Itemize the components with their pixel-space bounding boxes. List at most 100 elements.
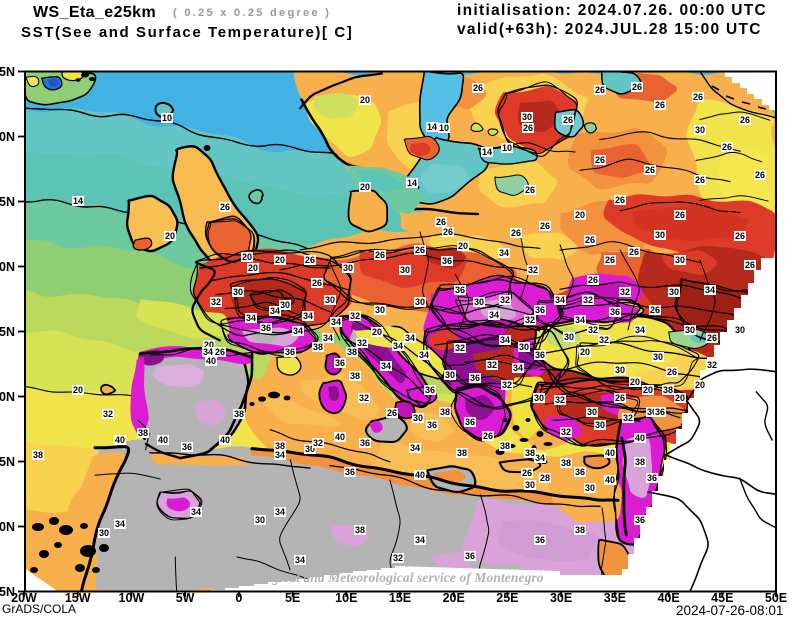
svg-text:50N: 50N	[0, 260, 15, 274]
svg-text:38: 38	[500, 441, 510, 451]
svg-text:36: 36	[261, 323, 271, 333]
svg-text:30: 30	[675, 255, 685, 265]
svg-text:32: 32	[487, 360, 497, 370]
svg-text:28: 28	[540, 473, 550, 483]
svg-text:30: 30	[615, 365, 625, 375]
svg-text:30: 30	[669, 287, 679, 297]
svg-text:40: 40	[605, 448, 615, 458]
svg-text:30N: 30N	[0, 520, 15, 534]
svg-text:26: 26	[473, 83, 483, 93]
svg-text:32: 32	[393, 553, 403, 563]
svg-text:20: 20	[73, 385, 83, 395]
svg-text:10W: 10W	[119, 591, 145, 605]
svg-text:34: 34	[275, 507, 285, 517]
svg-text:20: 20	[630, 377, 640, 387]
svg-text:30: 30	[655, 230, 665, 240]
svg-text:30: 30	[647, 407, 657, 417]
svg-text:30: 30	[400, 265, 410, 275]
svg-text:34: 34	[293, 326, 303, 336]
svg-text:40: 40	[206, 356, 216, 366]
svg-text:5E: 5E	[285, 591, 300, 605]
svg-text:5W: 5W	[176, 591, 195, 605]
svg-text:40: 40	[605, 475, 615, 485]
svg-text:32: 32	[623, 413, 633, 423]
svg-text:38: 38	[275, 441, 285, 451]
svg-text:36: 36	[427, 420, 437, 430]
svg-text:30: 30	[233, 287, 243, 297]
svg-text:32: 32	[350, 311, 360, 321]
svg-text:10: 10	[162, 113, 172, 123]
svg-text:30: 30	[325, 295, 335, 305]
svg-text:30: 30	[585, 483, 595, 493]
svg-text:26: 26	[675, 210, 685, 220]
svg-text:38: 38	[33, 450, 43, 460]
svg-text:20: 20	[643, 385, 653, 395]
svg-text:34: 34	[489, 310, 499, 320]
svg-text:20: 20	[580, 347, 590, 357]
svg-text:34: 34	[331, 317, 341, 327]
svg-text:32: 32	[455, 343, 465, 353]
svg-text:26: 26	[755, 170, 765, 180]
svg-text:30: 30	[375, 305, 385, 315]
svg-text:26: 26	[483, 431, 493, 441]
svg-text:36: 36	[470, 373, 480, 383]
svg-text:26: 26	[215, 347, 225, 357]
svg-text:30: 30	[519, 342, 529, 352]
svg-text:26: 26	[645, 165, 655, 175]
svg-text:36: 36	[575, 467, 585, 477]
svg-text:26: 26	[605, 255, 615, 265]
svg-text:40: 40	[415, 470, 425, 480]
svg-text:34: 34	[705, 285, 715, 295]
svg-text:34: 34	[295, 555, 305, 565]
svg-text:30E: 30E	[550, 591, 572, 605]
svg-text:36: 36	[535, 535, 545, 545]
svg-text:26: 26	[443, 227, 453, 237]
svg-text:34: 34	[191, 507, 201, 517]
svg-text:38: 38	[440, 407, 450, 417]
svg-text:45N: 45N	[0, 325, 15, 339]
svg-text:26: 26	[629, 247, 639, 257]
svg-text:32: 32	[599, 335, 609, 345]
svg-text:Hydrological and Meteorologica: Hydrological and Meteorological service …	[225, 570, 544, 585]
svg-text:36: 36	[182, 442, 192, 452]
svg-text:20: 20	[695, 380, 705, 390]
svg-text:26: 26	[511, 228, 521, 238]
svg-text:20: 20	[575, 210, 585, 220]
svg-text:55N: 55N	[0, 195, 15, 209]
svg-text:20: 20	[165, 231, 175, 241]
svg-text:26: 26	[305, 255, 315, 265]
svg-text:26: 26	[522, 468, 532, 478]
svg-text:10: 10	[439, 123, 449, 133]
svg-text:26: 26	[523, 123, 533, 133]
svg-text:32: 32	[555, 395, 565, 405]
svg-text:26: 26	[693, 92, 703, 102]
svg-text:26: 26	[595, 85, 605, 95]
svg-text:30: 30	[255, 515, 265, 525]
svg-text:36: 36	[455, 285, 465, 295]
svg-text:26: 26	[695, 175, 705, 185]
svg-text:30: 30	[653, 352, 663, 362]
svg-text:26: 26	[615, 393, 625, 403]
svg-text:30: 30	[415, 297, 425, 307]
svg-text:30: 30	[280, 300, 290, 310]
svg-text:65N: 65N	[0, 65, 15, 79]
svg-text:10E: 10E	[335, 591, 357, 605]
svg-text:26: 26	[655, 100, 665, 110]
svg-text:20E: 20E	[443, 591, 465, 605]
svg-text:20: 20	[204, 340, 214, 350]
svg-text:38: 38	[355, 525, 365, 535]
svg-text:26: 26	[632, 82, 642, 92]
svg-text:30: 30	[413, 413, 423, 423]
svg-text:14: 14	[427, 122, 437, 132]
svg-text:30: 30	[685, 325, 695, 335]
svg-text:32: 32	[528, 265, 538, 275]
svg-text:34: 34	[393, 341, 403, 351]
svg-text:34: 34	[246, 313, 256, 323]
svg-text:36: 36	[635, 515, 645, 525]
svg-text:34: 34	[419, 350, 429, 360]
svg-text:25E: 25E	[496, 591, 518, 605]
svg-text:30: 30	[305, 444, 315, 454]
svg-text:30: 30	[695, 125, 705, 135]
svg-text:32: 32	[588, 325, 598, 335]
svg-text:36: 36	[335, 358, 345, 368]
